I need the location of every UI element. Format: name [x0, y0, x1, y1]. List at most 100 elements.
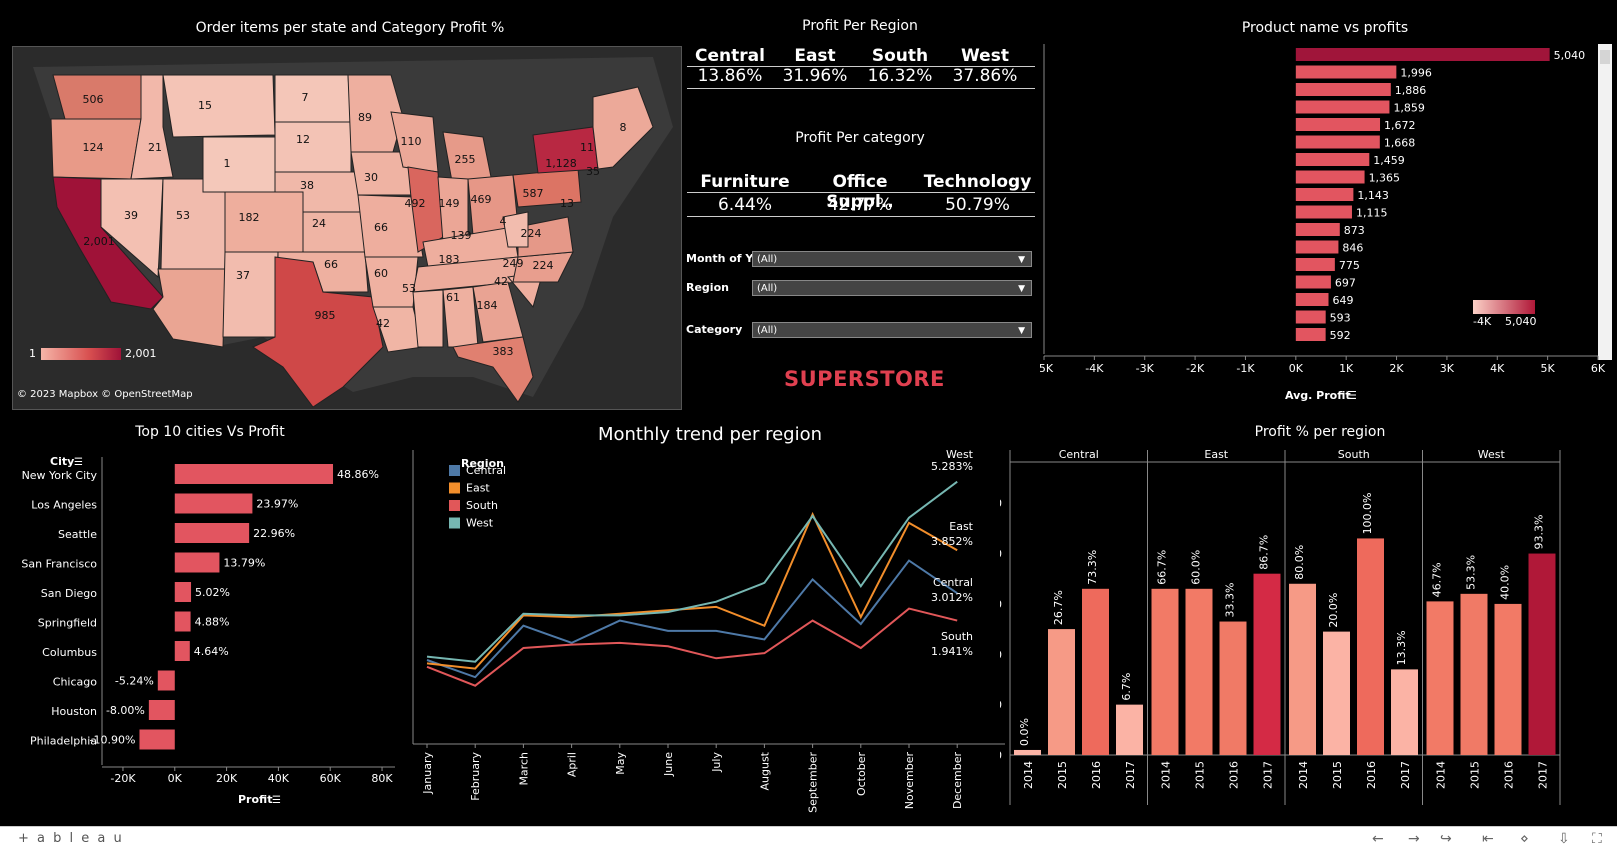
trend-lines	[426, 480, 958, 687]
kpi-region-west: West	[961, 46, 1009, 66]
sort-icon[interactable]: ☰	[74, 457, 83, 468]
kpi-category-technology-value: 50.79%	[945, 195, 1010, 215]
trend-line-west	[426, 480, 958, 663]
state-wv	[502, 211, 529, 248]
map-state-value: 2,001	[83, 235, 115, 248]
product-scrollbar[interactable]	[1598, 44, 1612, 360]
profit-pct-region-chart[interactable]: Central East South West 0.0% 2014 26.7% 2015 73…	[1000, 450, 1617, 822]
map-state-value: 7	[302, 91, 309, 104]
city-bar	[174, 582, 192, 602]
trend-end-name: South	[941, 630, 973, 643]
cities-xlabel: Profit	[238, 793, 272, 806]
product-legend-gradient	[1473, 300, 1535, 314]
choropleth-map[interactable]: 506 15 7 89 8 124 21 1 12 110 255 1,128 11 35 38 30 492 1…	[12, 46, 682, 410]
city-bar	[174, 464, 334, 484]
state-nv	[100, 178, 164, 279]
pct-bar	[1151, 588, 1179, 755]
product-bar	[1295, 118, 1381, 131]
map-state-value: 37	[236, 269, 250, 282]
kpi-category-office: Office Suppl..	[826, 172, 894, 212]
filter-region-dropdown[interactable]: (All) ▼	[752, 280, 1032, 296]
trend-xtick-label: October	[855, 752, 868, 796]
filter-month-dropdown[interactable]: (All) ▼	[752, 251, 1032, 267]
filter-category-dropdown[interactable]: (All) ▼	[752, 322, 1032, 338]
city-bar	[157, 670, 175, 691]
product-bar-label: 775	[1339, 259, 1360, 272]
sort-icon[interactable]: ☰	[1347, 389, 1357, 402]
product-bar-label: 1,886	[1395, 84, 1427, 97]
map-state-value: 4	[500, 215, 507, 228]
pct-bar	[1323, 631, 1350, 755]
map-state-value: 383	[493, 345, 514, 358]
redo-icon[interactable]: →	[1408, 831, 1420, 847]
pct-bar-label: 93.3%	[1533, 515, 1546, 550]
city-xtick-label: -20K	[110, 772, 136, 785]
pct-bar	[1014, 749, 1041, 755]
pct-bar	[1426, 601, 1454, 755]
pct-year-label: 2017	[1124, 761, 1137, 789]
city-bar-label: -10.90%	[90, 734, 136, 747]
trend-legend-label: South	[466, 499, 498, 512]
product-bar-label: 1,859	[1393, 102, 1425, 115]
pause-icon[interactable]: ⇤	[1482, 831, 1494, 847]
sort-icon[interactable]: ☰	[272, 795, 281, 806]
kpi-region-east-value: 31.96%	[782, 66, 848, 86]
product-bar-label: 649	[1333, 294, 1354, 307]
map-states[interactable]	[50, 74, 654, 408]
product-xtick-label: -4K	[1085, 362, 1104, 375]
product-bar-label: 5,040	[1554, 49, 1586, 62]
undo-icon[interactable]: ←	[1372, 831, 1384, 847]
product-scroll-thumb[interactable]	[1600, 50, 1610, 64]
pct-bar-label: 73.3%	[1086, 550, 1099, 585]
map-state-value: 61	[446, 291, 460, 304]
product-xtick-label: -2K	[1186, 362, 1205, 375]
map-state-value: 11	[580, 141, 594, 154]
cities-profit-chart[interactable]: City ☰ New York City 48.86% Los Angeles 23.…	[0, 445, 410, 813]
trend-legend-swatch	[449, 465, 460, 476]
product-xtick-label: 0K	[1289, 362, 1304, 375]
kpi-category-furniture-value: 6.44%	[717, 195, 772, 215]
pct-year-label: 2014	[1297, 761, 1310, 789]
map-title: Order items per state and Category Profi…	[195, 20, 505, 36]
city-label: Springfield	[38, 617, 97, 630]
filter-category-label: Category	[686, 323, 743, 336]
state-co	[224, 191, 304, 253]
state-ut	[160, 178, 226, 270]
monthly-trend-chart[interactable]: Region Central East South West Central 3.012…	[405, 450, 1015, 820]
map-state-value: 21	[148, 141, 162, 154]
product-xtick-label: 5K	[1541, 362, 1556, 375]
revert-icon[interactable]: ↪	[1440, 831, 1452, 847]
trend-xtick-label: March	[517, 752, 530, 786]
trend-chart-title: Monthly trend per region	[597, 424, 823, 445]
download-icon[interactable]: ⇩	[1558, 831, 1570, 847]
pct-bar	[1253, 573, 1281, 755]
trend-end-value: 3.012%	[931, 591, 973, 604]
city-bar-label: 4.88%	[195, 616, 230, 629]
trend-xticks: January February March April May June July Augu…	[421, 744, 964, 813]
trend-legend-label: Central	[466, 464, 506, 477]
map-state-value: 38	[300, 179, 314, 192]
state-nm	[222, 251, 279, 338]
pct-year-label: 2016	[1228, 761, 1241, 789]
product-xtick-label: -3K	[1136, 362, 1155, 375]
product-xtick-label: -5K	[1040, 362, 1054, 375]
pct-yticks: 0 10 20 30 40 50	[1000, 497, 1002, 762]
city-xtick-label: 60K	[320, 772, 342, 785]
product-profit-chart[interactable]: 5,040 1,996 1,886 1,859 1,672 1,668 1,459 1,365…	[1040, 44, 1617, 404]
product-bar-label: 1,672	[1384, 119, 1416, 132]
share-icon[interactable]: ⋄	[1520, 831, 1529, 847]
trend-legend-swatch	[449, 517, 460, 529]
pct-ytick-label: 30	[1000, 598, 1002, 611]
product-xtick-label: 3K	[1440, 362, 1455, 375]
fullscreen-icon[interactable]: ⛶	[1592, 831, 1602, 847]
trend-xtick-label: September	[807, 752, 820, 813]
filter-month-value: (All)	[757, 254, 778, 265]
tableau-logo[interactable]: + a b l e a u	[18, 831, 124, 846]
city-bar	[174, 552, 220, 573]
state-tx	[251, 256, 384, 408]
trend-legend-swatch	[449, 500, 460, 511]
map-state-value: 182	[239, 211, 260, 224]
pct-bar-label: 60.0%	[1190, 550, 1203, 585]
trend-end-name: Central	[933, 576, 973, 589]
